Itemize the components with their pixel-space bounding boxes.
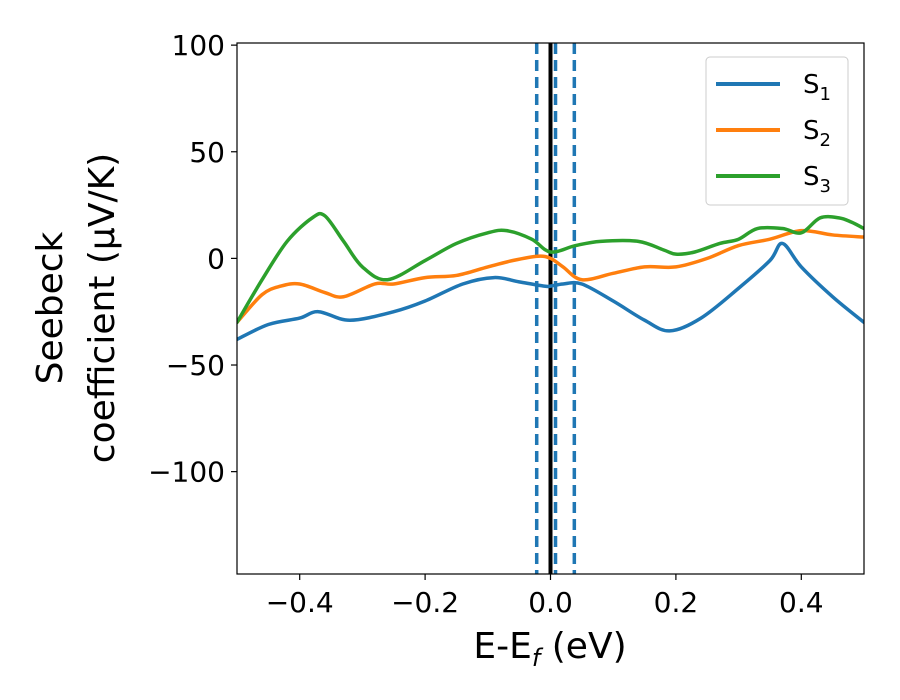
series-line-s3	[237, 211, 864, 325]
series-line-s1	[237, 241, 864, 342]
legend-label-s2: S2	[803, 116, 831, 151]
y-tick-label: 50	[189, 136, 225, 169]
y-axis-label: Seebeck coefficient (μV/K)	[30, 153, 123, 463]
legend-label-s3: S3	[803, 162, 831, 197]
y-axis-ticks: −100 −50 0 50 100	[148, 29, 237, 489]
x-axis-ticks: −0.4 −0.2 0.0 0.2 0.4	[266, 574, 824, 619]
legend: S1 S2 S3	[705, 56, 849, 206]
y-axis-label-line1: Seebeck	[30, 231, 71, 384]
y-axis-label-line2: coefficient (μV/K)	[82, 153, 123, 463]
x-axis-label: E-Ef (eV)	[473, 626, 626, 672]
legend-label-s1: S1	[803, 70, 831, 105]
x-tick-label: −0.2	[391, 586, 459, 619]
y-tick-label: 0	[207, 242, 225, 275]
x-tick-label: 0.2	[654, 586, 699, 619]
x-tick-label: 0.0	[528, 586, 573, 619]
y-tick-label: −100	[148, 456, 225, 489]
y-tick-label: 100	[172, 29, 225, 62]
y-tick-label: −50	[166, 349, 225, 382]
x-tick-label: −0.4	[266, 586, 334, 619]
plot-area	[237, 43, 864, 574]
series-lines	[237, 211, 864, 342]
series-line-s2	[237, 228, 864, 325]
x-tick-label: 0.4	[779, 586, 824, 619]
vertical-reference-lines	[534, 43, 577, 574]
